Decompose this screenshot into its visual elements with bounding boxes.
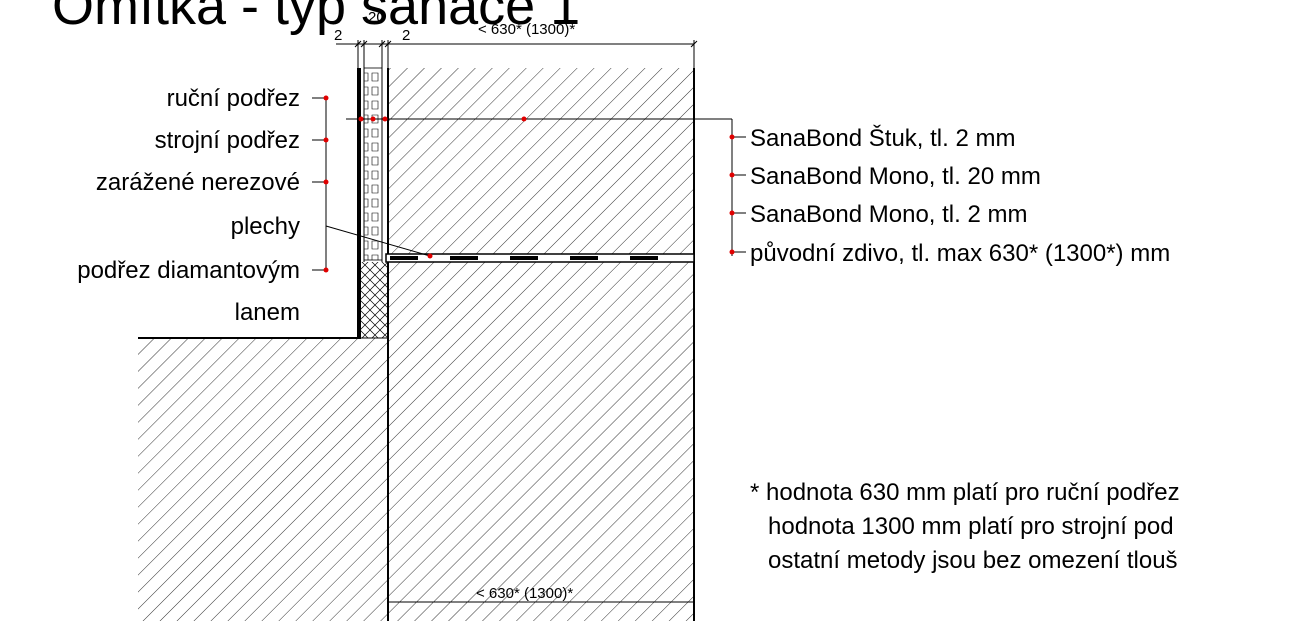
- top-dimension: [336, 40, 698, 68]
- left-label-driven-steel: zarážené nerezové: [96, 169, 300, 196]
- left-label-sheets: plechy: [231, 213, 300, 240]
- barrier-outline: [385, 253, 695, 263]
- right-label-original-wall: původní zdivo, tl. max 630* (1300*) mm: [750, 240, 1170, 267]
- dim-label-2a: 2: [334, 27, 342, 44]
- footnote-line-1: * hodnota 630 mm platí pro ruční podřez: [750, 479, 1180, 506]
- dim-label-20: 20: [368, 9, 385, 26]
- right-leader: [346, 116, 746, 256]
- base-block: [360, 262, 388, 338]
- ground-fill: [138, 338, 388, 621]
- drawing-title: Omítka - typ sanace 1: [52, 0, 580, 36]
- left-label-machine-cut: strojní podřez: [155, 127, 300, 154]
- right-label-mono-20: SanaBond Mono, tl. 20 mm: [750, 163, 1041, 190]
- wall-fill: [388, 68, 694, 621]
- plaster-layer: [363, 67, 383, 261]
- dim-label-bottom-wall: < 630* (1300)*: [476, 585, 573, 602]
- right-label-stuk: SanaBond Štuk, tl. 2 mm: [750, 124, 1015, 152]
- footnote-line-2: hodnota 1300 mm platí pro strojní pod: [768, 513, 1174, 540]
- dim-label-2b: 2: [402, 27, 410, 44]
- bottom-dimension: [387, 592, 695, 608]
- right-label-mono-2: SanaBond Mono, tl. 2 mm: [750, 201, 1027, 228]
- footnote-line-3: ostatní metody jsou bez omezení tlouš: [768, 547, 1178, 574]
- left-label-rope: lanem: [235, 299, 300, 326]
- barrier-segments: [390, 256, 658, 260]
- left-label-manual-cut: ruční podřez: [167, 85, 300, 112]
- left-label-diamond-cut: podřez diamantovým: [77, 257, 300, 284]
- left-leader: [312, 95, 433, 273]
- dim-label-top-wall: < 630* (1300)*: [478, 21, 575, 38]
